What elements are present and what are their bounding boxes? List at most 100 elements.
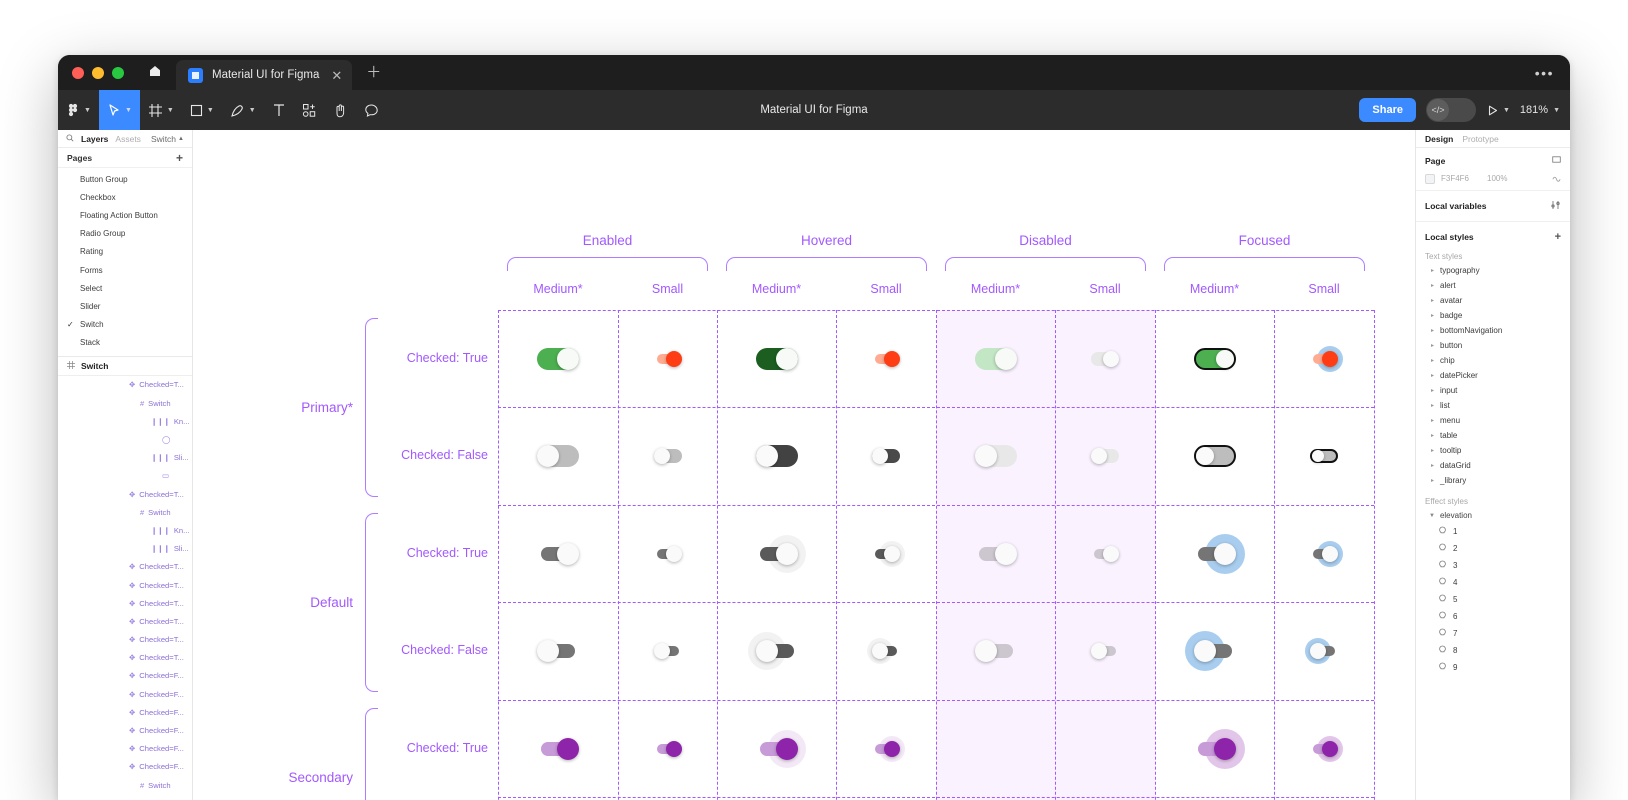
switch-orange-small-checked-hovered[interactable] xyxy=(872,350,900,367)
layer-item[interactable]: ✥ Checked=T... xyxy=(58,631,192,649)
switch-cell-r4-c1[interactable] xyxy=(618,700,717,797)
close-window-button[interactable] xyxy=(72,67,84,79)
switch-primary-medium-checked-focused[interactable] xyxy=(1193,347,1236,370)
layer-item[interactable]: ✥ Checked=T... xyxy=(58,649,192,667)
variables-settings-icon[interactable] xyxy=(1551,200,1561,212)
switch-grey-small-unchecked-disabled[interactable] xyxy=(1091,448,1119,464)
switch-cell-r3-c2[interactable] xyxy=(717,602,836,700)
move-tool-icon[interactable]: ▼ xyxy=(98,90,140,130)
switch-default-medium-checked-enabled[interactable] xyxy=(537,542,579,565)
switch-cell-r2-c3[interactable] xyxy=(836,505,936,602)
effect-style-9[interactable]: 9 xyxy=(1416,659,1570,676)
window-menu-icon[interactable]: ••• xyxy=(1534,65,1554,81)
layer-item[interactable]: ✥ Checked=F... xyxy=(58,740,192,758)
switch-cell-r4-c6[interactable] xyxy=(1155,700,1274,797)
layer-item[interactable]: ✥ Checked=T... xyxy=(58,576,192,594)
switch-grey-medium-unchecked-disabled[interactable] xyxy=(974,445,1017,467)
switch-default-small-unchecked-hovered[interactable] xyxy=(867,638,900,664)
switch-cell-r0-c3[interactable] xyxy=(836,310,936,407)
layer-item[interactable]: ✥ Checked=F... xyxy=(58,685,192,703)
switch-cell-r0-c0[interactable] xyxy=(498,310,618,407)
text-style-badge[interactable]: ▸ badge xyxy=(1416,308,1570,323)
layer-item[interactable]: ✥ Checked=F... xyxy=(58,703,192,721)
switch-cell-r0-c5[interactable] xyxy=(1055,310,1155,407)
switch-default-medium-unchecked-enabled[interactable] xyxy=(537,640,579,662)
switch-cell-r0-c7[interactable] xyxy=(1274,310,1374,407)
tab-layers[interactable]: Layers xyxy=(81,133,109,144)
text-style-input[interactable]: ▸ input xyxy=(1416,383,1570,398)
tab-design[interactable]: Design xyxy=(1425,133,1454,144)
switch-cell-r1-c0[interactable] xyxy=(498,407,618,505)
text-style-avatar[interactable]: ▸ avatar xyxy=(1416,293,1570,308)
switch-cell-r2-c4[interactable] xyxy=(936,505,1055,602)
layer-item[interactable]: ❙❙❙ Kn... xyxy=(58,521,192,539)
text-style-library[interactable]: ▸ _library xyxy=(1416,473,1570,488)
effect-style-1[interactable]: 1 xyxy=(1416,523,1570,540)
switch-default-small-checked-enabled[interactable] xyxy=(654,545,682,562)
text-style-list[interactable]: ▸ list xyxy=(1416,398,1570,413)
effect-style-2[interactable]: 2 xyxy=(1416,540,1570,557)
switch-default-small-checked-hovered[interactable] xyxy=(872,540,905,567)
switch-cell-r4-c0[interactable] xyxy=(498,700,618,797)
layer-item[interactable]: ✥ Checked=T... xyxy=(58,376,192,394)
share-button[interactable]: Share xyxy=(1359,98,1416,122)
switch-cell-r1-c2[interactable] xyxy=(717,407,836,505)
page-item-select[interactable]: Select xyxy=(58,279,192,297)
page-switcher[interactable]: Switch ▲ xyxy=(151,134,184,144)
switch-default-small-checked-disabled[interactable] xyxy=(1091,545,1119,562)
switch-cell-r4-c2[interactable] xyxy=(717,700,836,797)
switch-cell-r3-c3[interactable] xyxy=(836,602,936,700)
switch-default-medium-unchecked-disabled[interactable] xyxy=(974,640,1017,662)
resources-tool-icon[interactable] xyxy=(294,90,325,130)
switch-cell-r0-c4[interactable] xyxy=(936,310,1055,407)
layer-item[interactable]: ❙❙❙ Sli... xyxy=(58,449,192,467)
text-style-tooltip[interactable]: ▸ tooltip xyxy=(1416,443,1570,458)
switch-primary-medium-checked-hovered[interactable] xyxy=(755,347,798,370)
effect-style-8[interactable]: 8 xyxy=(1416,642,1570,659)
switch-cell-r4-c3[interactable] xyxy=(836,700,936,797)
add-page-button[interactable]: + xyxy=(175,150,183,165)
present-button[interactable]: ▼ xyxy=(1486,104,1510,117)
effect-group-elevation[interactable]: ▼ elevation xyxy=(1416,508,1570,523)
switch-cell-r1-c4[interactable] xyxy=(936,407,1055,505)
switch-secondary-small-checked-enabled[interactable] xyxy=(654,740,682,757)
shape-tool-icon[interactable]: ▼ xyxy=(182,90,222,130)
dev-mode-toggle[interactable]: </> xyxy=(1425,98,1476,122)
page-item-slider[interactable]: Slider xyxy=(58,297,192,315)
switch-cell-r1-c5[interactable] xyxy=(1055,407,1155,505)
text-style-table[interactable]: ▸ table xyxy=(1416,428,1570,443)
text-style-menu[interactable]: ▸ menu xyxy=(1416,413,1570,428)
page-background-color-row[interactable]: F3F4F6 100% xyxy=(1425,173,1561,184)
tab-prototype[interactable]: Prototype xyxy=(1462,133,1499,144)
text-style-bottomNavigation[interactable]: ▸ bottomNavigation xyxy=(1416,323,1570,338)
local-styles-section[interactable]: Local styles + xyxy=(1416,222,1570,252)
switch-default-small-unchecked-focused[interactable] xyxy=(1305,638,1338,664)
switch-cell-r2-c0[interactable] xyxy=(498,505,618,602)
switch-secondary-medium-checked-focused[interactable] xyxy=(1194,728,1245,769)
switch-secondary-medium-checked-enabled[interactable] xyxy=(537,737,579,760)
switch-cell-r3-c4[interactable] xyxy=(936,602,1055,700)
text-style-dataGrid[interactable]: ▸ dataGrid xyxy=(1416,458,1570,473)
switch-grey-medium-unchecked-focused[interactable] xyxy=(1193,445,1236,467)
text-style-datePicker[interactable]: ▸ datePicker xyxy=(1416,368,1570,383)
page-item-button-group[interactable]: Button Group xyxy=(58,170,192,188)
page-settings-icon[interactable] xyxy=(1552,155,1561,166)
switch-cell-r1-c1[interactable] xyxy=(618,407,717,505)
effect-style-3[interactable]: 3 xyxy=(1416,557,1570,574)
home-icon[interactable] xyxy=(138,55,172,90)
layer-item[interactable]: ✥ Checked=F... xyxy=(58,667,192,685)
figma-menu-icon[interactable]: ▼ xyxy=(58,90,99,130)
minimize-window-button[interactable] xyxy=(92,67,104,79)
switch-cell-r2-c2[interactable] xyxy=(717,505,836,602)
page-item-switch[interactable]: ✓ Switch xyxy=(58,316,192,334)
layer-item[interactable]: # Switch xyxy=(58,394,192,412)
effect-style-5[interactable]: 5 xyxy=(1416,591,1570,608)
switch-grey-small-unchecked-hovered[interactable] xyxy=(872,448,900,464)
pen-tool-icon[interactable]: ▼ xyxy=(222,90,264,130)
switch-cell-r3-c0[interactable] xyxy=(498,602,618,700)
switch-cell-r3-c5[interactable] xyxy=(1055,602,1155,700)
switch-default-medium-checked-disabled[interactable] xyxy=(975,542,1017,565)
switch-default-small-unchecked-enabled[interactable] xyxy=(653,643,682,659)
comment-tool-icon[interactable] xyxy=(356,90,387,130)
switch-default-small-checked-focused[interactable] xyxy=(1310,540,1343,567)
